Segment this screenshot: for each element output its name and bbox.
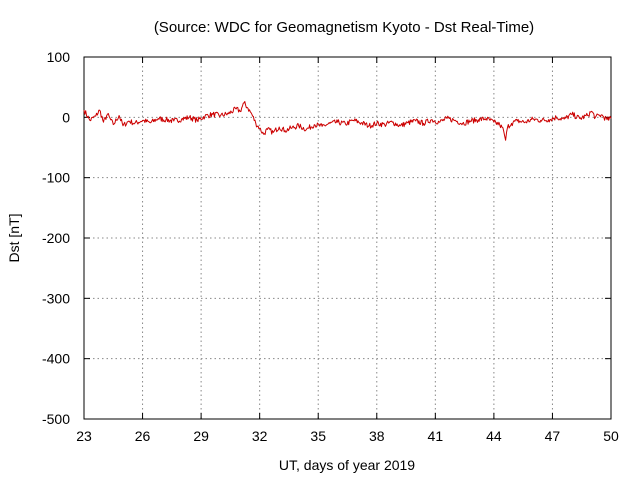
grid-lines [84, 57, 611, 419]
y-tick-label: -500 [42, 411, 70, 427]
series-group [83, 101, 612, 141]
y-tick-label: -100 [42, 170, 70, 186]
x-tick-label: 50 [603, 428, 619, 444]
x-axis-label: UT, days of year 2019 [279, 457, 415, 473]
x-tick-label: 32 [252, 428, 268, 444]
x-tick-label: 35 [310, 428, 326, 444]
x-tick-label: 44 [486, 428, 502, 444]
x-tick-labels: 23 26 29 32 35 38 41 44 47 50 [76, 428, 619, 444]
chart-title: (Source: WDC for Geomagnetism Kyoto - Ds… [154, 19, 534, 36]
x-tick-label: 38 [369, 428, 385, 444]
y-tick-label: 100 [47, 49, 71, 65]
y-tick-label: -400 [42, 351, 70, 367]
plot-frame [83, 56, 612, 420]
x-tick-label: 29 [193, 428, 209, 444]
y-axis-label: Dst [nT] [6, 213, 22, 262]
axis-ticks [83, 56, 612, 420]
x-tick-label: 26 [135, 428, 151, 444]
x-tick-label: 47 [545, 428, 561, 444]
dst-series-line [83, 101, 612, 141]
x-tick-label: 41 [428, 428, 444, 444]
y-tick-label: 0 [62, 109, 70, 125]
y-tick-label: -300 [42, 290, 70, 306]
y-tick-labels: 100 0 -100 -200 -300 -400 -500 [42, 49, 70, 427]
x-tick-label: 23 [76, 428, 92, 444]
y-tick-label: -200 [42, 230, 70, 246]
